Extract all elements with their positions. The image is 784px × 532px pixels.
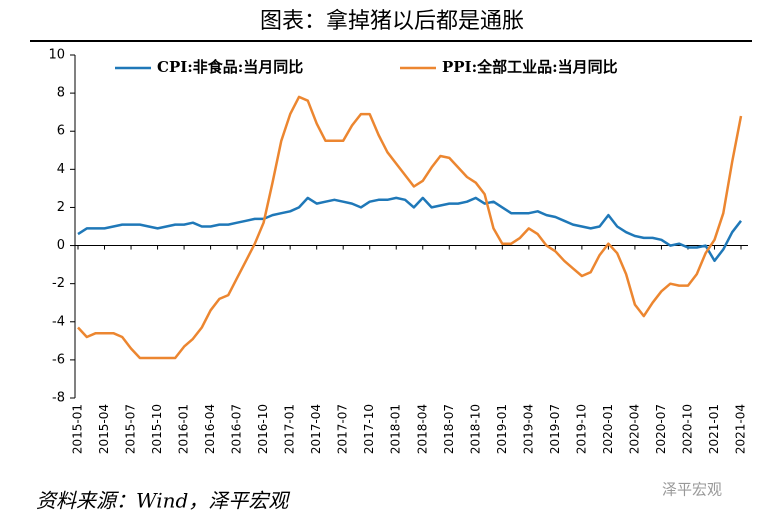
- x-tick-label: 2019-10: [574, 404, 588, 454]
- y-tick-label: -6: [52, 352, 65, 367]
- y-tick-label: 8: [57, 86, 65, 101]
- y-tick-label: -8: [52, 391, 65, 406]
- x-tick-label: 2017-01: [283, 404, 297, 454]
- legend-label: PPI:全部工业品:当月同比: [442, 58, 618, 76]
- legend-label: CPI:非食品:当月同比: [157, 58, 303, 76]
- series-line: [77, 196, 742, 263]
- x-tick-label: 2020-04: [627, 404, 641, 454]
- x-tick-label: 2015-07: [124, 404, 138, 454]
- x-tick-label: 2018-07: [442, 404, 456, 454]
- x-tick-label: 2015-10: [150, 404, 164, 454]
- x-tick-label: 2015-04: [97, 404, 111, 454]
- x-tick-label: 2020-01: [601, 404, 615, 454]
- x-tick-label: 2016-01: [177, 404, 191, 454]
- x-tick-label: 2020-07: [654, 404, 668, 454]
- watermark: 泽平宏观: [662, 481, 722, 499]
- x-tick-label: 2017-04: [309, 404, 323, 454]
- y-tick-label: 6: [57, 124, 65, 139]
- x-tick-label: 2015-01: [71, 404, 85, 454]
- x-tick-label: 2018-04: [415, 404, 429, 454]
- y-tick-label: 4: [57, 162, 65, 177]
- x-tick-label: 2018-10: [468, 404, 482, 454]
- x-tick-label: 2019-07: [548, 404, 562, 454]
- x-tick-label: 2019-01: [495, 404, 509, 454]
- y-tick-label: 2: [57, 200, 65, 215]
- x-tick-label: 2021-04: [734, 404, 748, 454]
- x-tick-label: 2018-01: [389, 404, 403, 454]
- x-tick-label: 2021-01: [707, 404, 721, 454]
- x-tick-label: 2017-10: [362, 404, 376, 454]
- source: 资料来源：Wind，泽平宏观: [36, 489, 290, 513]
- series-line: [77, 95, 743, 360]
- y-tick-label: -4: [52, 314, 65, 329]
- y-tick-label: -2: [52, 276, 65, 291]
- x-tick-label: 2020-10: [680, 404, 694, 454]
- chart-title: 图表：拿掉猪以后都是通胀: [260, 8, 524, 34]
- y-tick-label: 10: [48, 48, 65, 63]
- x-tick-label: 2016-07: [230, 404, 244, 454]
- x-tick-label: 2017-07: [336, 404, 350, 454]
- x-tick-label: 2016-10: [256, 404, 270, 454]
- x-tick-label: 2016-04: [203, 404, 217, 454]
- x-tick-label: 2019-04: [521, 404, 535, 454]
- y-tick-label: 0: [57, 238, 65, 253]
